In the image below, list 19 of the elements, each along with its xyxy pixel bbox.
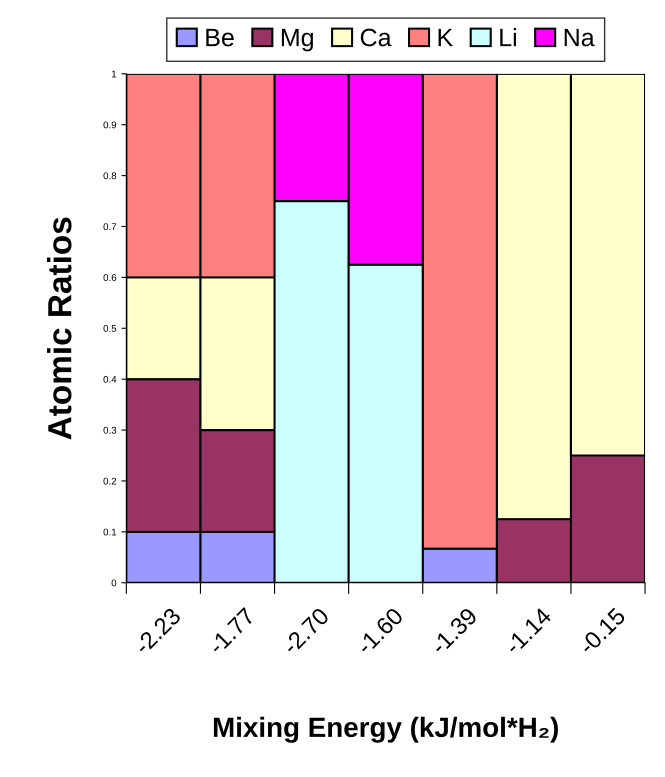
legend-label: Be (206, 28, 234, 46)
y-tick-label: 0.5 (103, 325, 116, 332)
y-tick-label: 0.6 (103, 274, 116, 282)
legend-label: K (438, 28, 453, 46)
y-tick-label: 0.1 (103, 528, 116, 536)
y-tick-label: 0.8 (103, 172, 116, 180)
legend-label: Li (500, 28, 516, 46)
y-tick-label: 0 (112, 579, 116, 586)
y-tick-label: 1 (112, 70, 116, 78)
legend-label: Ca (360, 28, 392, 46)
legend-label: Mg (282, 28, 313, 52)
y-tick-label: 0.9 (103, 121, 116, 128)
legend-label: Na (564, 28, 595, 46)
y-tick-label: 0.7 (103, 223, 116, 230)
y-tick-label: 0.2 (103, 478, 116, 485)
y-tick-label: 0.3 (103, 426, 116, 434)
y-tick-label: 0.4 (103, 376, 116, 383)
x-axis-title: Mixing Energy (kJ/mol*H₂) (214, 716, 558, 743)
y-axis-title: Atomic Ratios (47, 218, 72, 440)
